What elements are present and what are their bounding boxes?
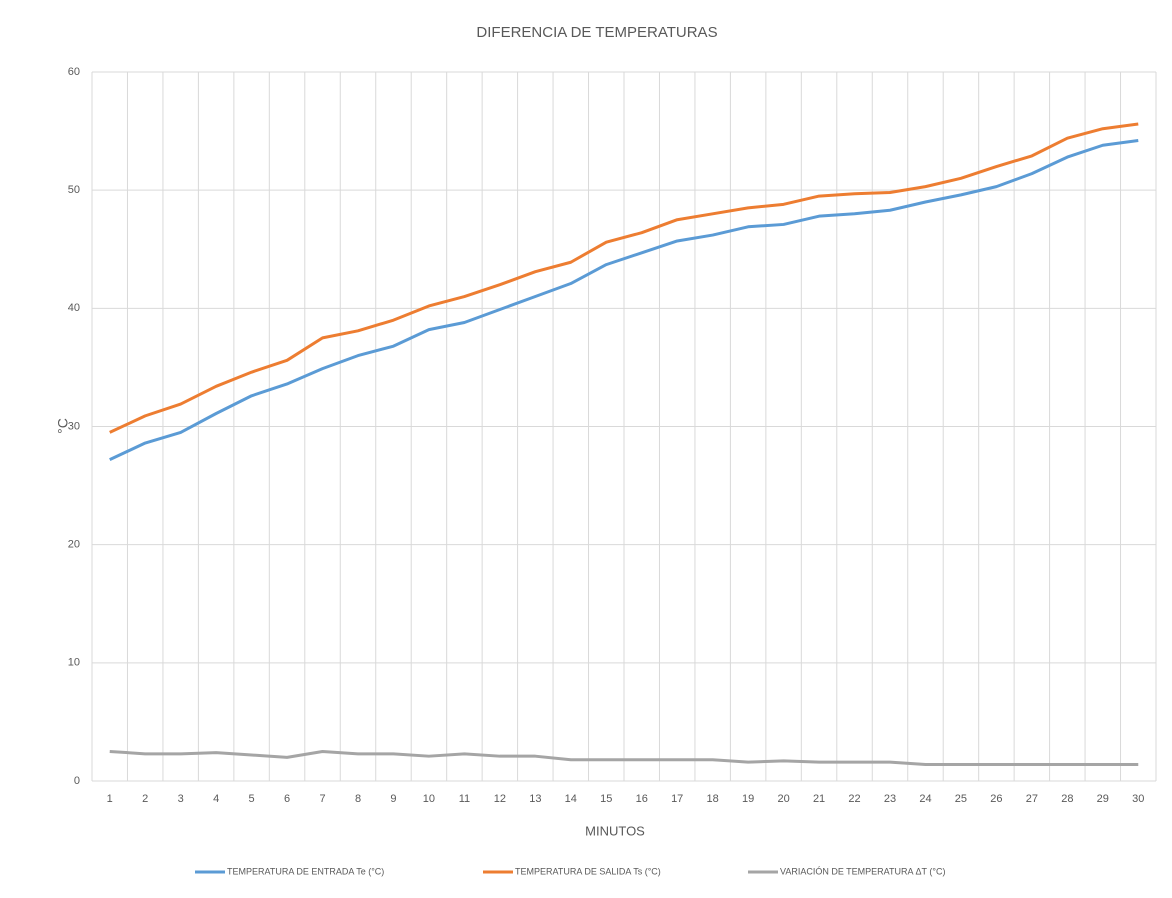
x-tick-label: 6 (284, 793, 290, 805)
x-tick-label: 7 (319, 793, 325, 805)
x-tick-label: 30 (1132, 793, 1144, 805)
x-tick-label: 2 (142, 793, 148, 805)
x-tick-label: 24 (919, 793, 931, 805)
x-tick-label: 20 (777, 793, 789, 805)
y-tick-label: 0 (74, 775, 80, 787)
x-tick-label: 25 (955, 793, 967, 805)
y-tick-label: 40 (68, 302, 80, 314)
x-tick-label: 14 (565, 793, 577, 805)
x-tick-label: 13 (529, 793, 541, 805)
y-tick-label: 30 (68, 420, 80, 432)
series-line (109, 749, 1139, 766)
y-tick-label: 60 (68, 66, 80, 78)
y-tick-label: 10 (68, 657, 80, 669)
x-tick-label: 16 (636, 793, 648, 805)
x-tick-label: 11 (459, 793, 470, 805)
legend-label: TEMPERATURA DE SALIDA Ts (°C) (515, 866, 661, 876)
y-tick-label: 50 (68, 184, 80, 196)
x-tick-label: 21 (813, 793, 825, 805)
legend-label: VARIACIÓN DE TEMPERATURA ΔT (°C) (780, 866, 945, 876)
legend-label: TEMPERATURA DE ENTRADA Te (°C) (227, 866, 384, 876)
x-axis-label: MINUTOS (585, 823, 645, 838)
x-tick-label: 23 (884, 793, 896, 805)
x-tick-label: 3 (178, 793, 184, 805)
x-tick-label: 22 (848, 793, 860, 805)
y-tick-label: 20 (68, 539, 80, 551)
x-tick-label: 17 (671, 793, 683, 805)
chart-title: DIFERENCIA DE TEMPERATURAS (476, 24, 717, 41)
y-axis-label: °C (55, 418, 71, 434)
x-tick-label: 10 (423, 793, 435, 805)
series-line (109, 139, 1139, 461)
x-tick-label: 1 (107, 793, 113, 805)
x-tick-label: 19 (742, 793, 754, 805)
series-line (109, 122, 1139, 434)
x-tick-label: 5 (249, 793, 255, 805)
x-tick-label: 29 (1097, 793, 1109, 805)
x-tick-label: 28 (1061, 793, 1073, 805)
x-tick-label: 4 (213, 793, 219, 805)
x-tick-label: 15 (600, 793, 612, 805)
x-tick-label: 26 (990, 793, 1002, 805)
x-tick-label: 27 (1026, 793, 1038, 805)
x-tick-label: 9 (390, 793, 396, 805)
x-tick-label: 8 (355, 793, 361, 805)
x-tick-label: 18 (707, 793, 719, 805)
x-tick-label: 12 (494, 793, 506, 805)
